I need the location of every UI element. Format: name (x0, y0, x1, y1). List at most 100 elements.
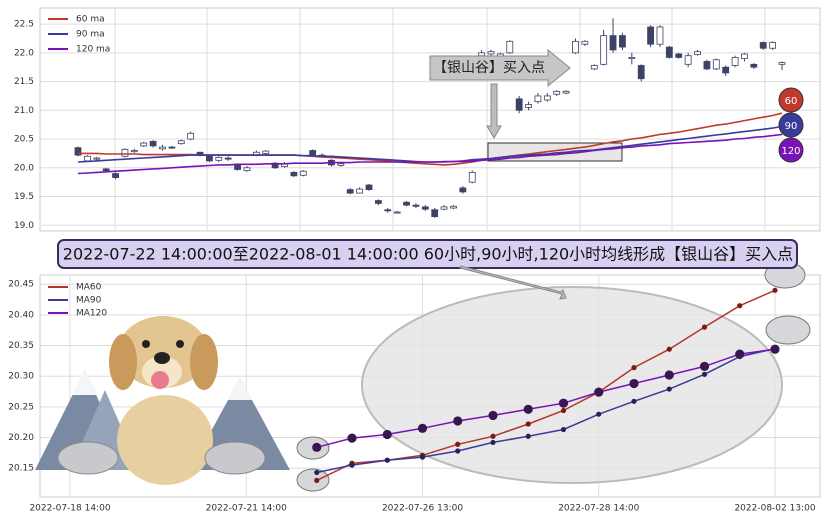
banner-arrow (459, 265, 567, 300)
ma-badge-label: 120 (781, 146, 800, 157)
x-tick-label: 2022-07-18 14:00 (29, 504, 110, 514)
y-tick-label: 20.5 (14, 135, 34, 145)
ma-badge-label: 90 (785, 121, 798, 132)
legend-label: MA120 (76, 309, 107, 319)
y-tick-label: 21.5 (14, 77, 34, 87)
candle-body (140, 142, 148, 147)
candle-body (337, 163, 345, 166)
ma-point (523, 404, 533, 414)
top-data: 60 60 ma 90 90 ma 120 120 ma (48, 15, 804, 218)
candle-body (665, 46, 673, 58)
ma-point (349, 462, 355, 468)
candle-body (572, 40, 579, 54)
candle-body (450, 205, 457, 209)
dog-body (117, 395, 213, 485)
dog-eye (142, 340, 150, 348)
ma-point (735, 349, 745, 359)
ma-point (455, 441, 461, 447)
ma-point (594, 387, 604, 397)
y-tick-label: 20.35 (8, 341, 34, 351)
y-tick-label: 22.0 (14, 48, 34, 58)
candle-body (374, 200, 382, 204)
top-plot-area (39, 7, 821, 232)
ma-point (560, 407, 567, 414)
candle-body (778, 62, 786, 65)
candle-body (356, 188, 364, 194)
candle-body (403, 201, 410, 206)
candle-body (675, 53, 683, 58)
ma-point (701, 324, 708, 330)
candle-body (637, 65, 645, 80)
y-tick-label: 19.0 (14, 221, 34, 231)
ingot (296, 468, 330, 492)
banner-box (57, 239, 798, 269)
candle-body (83, 155, 91, 162)
candle-body (149, 140, 157, 147)
legend-label: 60 ma (76, 15, 105, 25)
candle-body (130, 150, 138, 153)
candle-body (215, 157, 223, 161)
candle-body (393, 211, 401, 214)
ma-point (488, 410, 498, 421)
legend-label: MA90 (76, 296, 102, 306)
candle-body (553, 90, 561, 95)
candle-body (224, 157, 232, 160)
bottom-data: MA60 MA90 MA120 (48, 283, 780, 484)
candle-body (769, 42, 777, 49)
candle-body (112, 173, 119, 178)
ma-badge-label: 60 (785, 96, 798, 107)
candle-body (515, 98, 523, 111)
candle-body (102, 168, 110, 172)
decoration (35, 261, 811, 492)
dog-head (118, 316, 208, 388)
candle-body (290, 171, 298, 177)
candle-body (628, 57, 636, 59)
ma-point (772, 287, 778, 293)
ma-badge (778, 112, 804, 138)
candle-body (262, 150, 270, 154)
candle-body (384, 209, 392, 212)
candle-body (694, 51, 701, 55)
ma-point (699, 361, 710, 371)
candle-body (590, 65, 598, 70)
candle-body (684, 55, 692, 65)
ma-point (629, 378, 639, 389)
ma-point (384, 457, 390, 463)
ma-point (664, 370, 674, 380)
ma-point (666, 346, 672, 352)
ma-point (596, 411, 602, 417)
ma-point (382, 429, 392, 440)
candle-body (206, 155, 213, 162)
y-tick-label: 20.25 (8, 402, 34, 412)
dog-nose (154, 352, 170, 364)
candle-body (121, 148, 129, 157)
y-tick-label: 20.45 (8, 280, 34, 290)
candle-body (506, 40, 514, 54)
candle-body (543, 95, 551, 101)
y-tick-label: 20.40 (8, 310, 34, 320)
candle-body (421, 206, 429, 210)
candle-body (365, 184, 373, 191)
legend-label: 90 ma (76, 30, 105, 40)
ma-point (558, 398, 569, 408)
candle-body (731, 57, 739, 66)
y-tick-label: 20.15 (8, 464, 34, 474)
candle-body (759, 42, 767, 49)
candle-body (440, 206, 448, 210)
candle-body (74, 147, 82, 156)
legend-label: 120 ma (76, 45, 110, 55)
candle-body (581, 40, 589, 45)
dog-tongue (151, 371, 169, 389)
ma-point (525, 433, 531, 439)
candle-body (712, 59, 720, 70)
callout: 【银山谷】买入点 (429, 48, 571, 139)
snow (228, 378, 252, 400)
candle-body (487, 51, 495, 55)
ingot (57, 441, 119, 475)
dog-ear (109, 334, 137, 390)
candle-body (722, 66, 730, 74)
candle-body (168, 146, 176, 149)
y-tick-label: 22.5 (14, 20, 34, 30)
snow (72, 370, 98, 395)
